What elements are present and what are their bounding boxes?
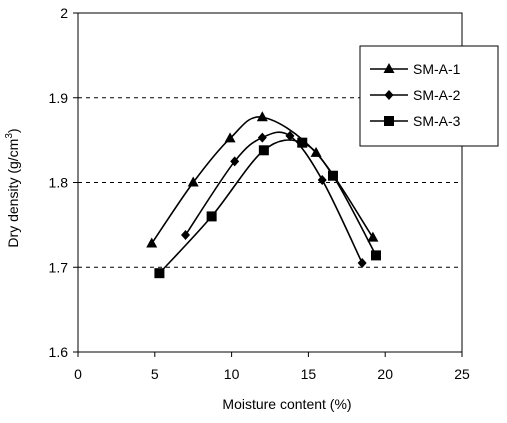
y-tick-label: 1.6 bbox=[49, 344, 69, 360]
y-axis-title-close: ) bbox=[5, 128, 21, 133]
data-point bbox=[370, 250, 381, 261]
data-point bbox=[256, 111, 268, 122]
data-point bbox=[258, 145, 269, 156]
series-line bbox=[158, 139, 377, 274]
x-tick-label: 10 bbox=[224, 366, 240, 382]
x-tick-label: 20 bbox=[377, 366, 393, 382]
data-point bbox=[285, 130, 295, 141]
data-point bbox=[230, 156, 240, 167]
data-point bbox=[297, 137, 308, 148]
data-point bbox=[257, 132, 267, 143]
series-layer bbox=[146, 111, 381, 279]
x-tick-label: 25 bbox=[454, 366, 470, 382]
legend-marker bbox=[384, 116, 394, 126]
data-point bbox=[154, 268, 165, 279]
series-line bbox=[184, 131, 363, 264]
y-tick-label: 1.9 bbox=[49, 90, 69, 106]
data-point bbox=[367, 231, 379, 242]
legend-box bbox=[359, 45, 499, 147]
data-point bbox=[317, 174, 327, 185]
legend-label: SM-A-3 bbox=[413, 113, 461, 129]
legend-label: SM-A-1 bbox=[413, 61, 461, 77]
data-point bbox=[187, 176, 199, 187]
x-axis-title: Moisture content (%) bbox=[222, 396, 351, 412]
legend-entry-sm-a-3: SM-A-3 bbox=[370, 113, 461, 129]
y-tick-label: 1.8 bbox=[49, 175, 69, 191]
axis-ticks: 1.61.71.81.920 5 10 15 20 25 bbox=[49, 5, 470, 382]
y-axis-title: Dry density (g/cm3) bbox=[4, 128, 21, 247]
x-tick-label: 0 bbox=[74, 366, 82, 382]
x-tick-label: 5 bbox=[151, 366, 159, 382]
legend-entry-sm-a-1: SM-A-1 bbox=[370, 61, 461, 77]
series-sm-a-1 bbox=[146, 111, 379, 248]
legend: SM-A-1 SM-A-2 SM-A-3 bbox=[359, 45, 499, 147]
data-point bbox=[327, 170, 338, 181]
legend-marker bbox=[383, 63, 395, 73]
y-axis-title-main: Dry density (g/cm bbox=[5, 139, 21, 248]
data-point bbox=[224, 132, 236, 143]
y-tick-label: 2 bbox=[60, 5, 68, 21]
legend-entry-sm-a-2: SM-A-2 bbox=[370, 87, 461, 103]
x-tick-label: 15 bbox=[301, 366, 317, 382]
data-point bbox=[181, 230, 191, 241]
data-point bbox=[206, 211, 217, 222]
data-point bbox=[357, 258, 367, 269]
y-axis-title-superscript: 3 bbox=[4, 133, 15, 139]
y-tick-label: 1.7 bbox=[49, 259, 69, 275]
legend-label: SM-A-2 bbox=[413, 87, 461, 103]
series-sm-a-2 bbox=[181, 130, 367, 269]
legend-marker bbox=[384, 90, 394, 100]
series-sm-a-3 bbox=[154, 137, 381, 279]
data-point bbox=[146, 237, 158, 248]
